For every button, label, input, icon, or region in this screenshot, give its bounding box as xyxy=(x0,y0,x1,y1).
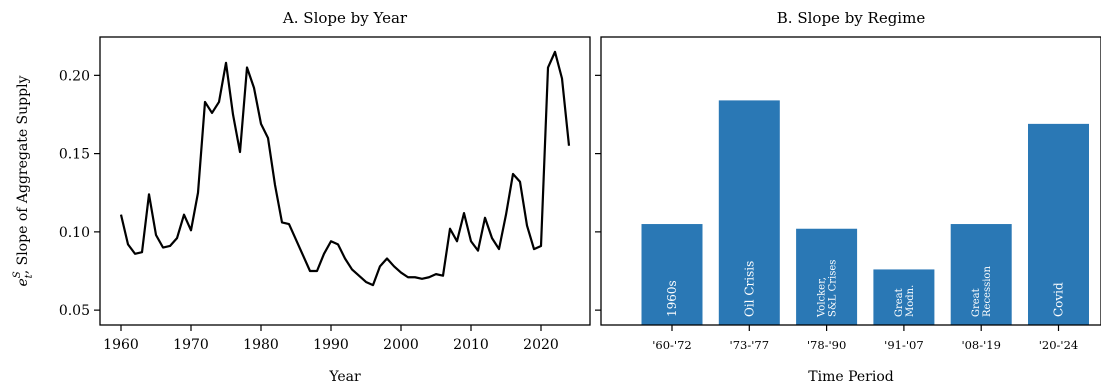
category-label: '91-'07 xyxy=(884,338,923,352)
bar-label: Covid xyxy=(1052,282,1066,317)
panel-b-y-ticks xyxy=(595,74,601,311)
bar-label: Volcker,S&L Crises xyxy=(817,260,839,318)
y-label-symbol: e xyxy=(15,278,31,286)
bar-label-line: Great xyxy=(971,288,982,317)
y-tick-label: 0.20 xyxy=(59,68,90,84)
panel-a-x-ticks: 1960 1970 1980 1990 2000 2010 2020 xyxy=(103,325,559,353)
panel-a: A. Slope by Year 0.050.100.150.20 1960 19… xyxy=(12,9,591,385)
x-tick-label: 1980 xyxy=(243,337,279,353)
y-label-text: , Slope of Aggregate Supply xyxy=(15,75,31,274)
category-label: '20-'24 xyxy=(1039,338,1078,352)
panel-a-frame xyxy=(99,36,591,326)
panel-b-frame xyxy=(600,36,1101,326)
bar xyxy=(1028,123,1089,325)
bar-label: GreatRecession xyxy=(971,266,993,317)
bar xyxy=(641,224,703,325)
x-tick-label: 2000 xyxy=(383,337,419,353)
category-label: '60-'72 xyxy=(652,338,691,352)
bar-label-line: Modn. xyxy=(905,285,916,317)
panel-b-x-axis-label: Time Period xyxy=(808,369,894,385)
x-tick-label: 1990 xyxy=(313,337,349,353)
y-label-superscript: S xyxy=(12,271,23,278)
x-tick-label: 2020 xyxy=(523,337,559,353)
series-line xyxy=(119,50,571,287)
panel-a-y-ticks: 0.05 0.10 0.15 0.20 xyxy=(59,68,100,319)
bar-label-line: 1960s xyxy=(665,280,679,317)
bar xyxy=(950,224,1012,325)
bar-label: 1960s xyxy=(665,280,679,317)
panel-b: B. Slope by Regime '60-'72 1960s '73-'77 Oi… xyxy=(595,9,1101,385)
x-tick-label: 1960 xyxy=(103,337,139,353)
panel-b-title: B. Slope by Regime xyxy=(777,9,926,27)
y-tick-label: 0.15 xyxy=(59,147,90,163)
bar-label: GreatModn. xyxy=(894,285,916,317)
bar-label-line: Oil Crisis xyxy=(742,261,756,317)
bar-label-line: Great xyxy=(894,288,905,317)
bar-label-line: Recession xyxy=(982,266,993,317)
category-label: '08-'19 xyxy=(961,338,1000,352)
bar xyxy=(873,269,935,325)
bar xyxy=(718,100,780,326)
bar-label-line: Volcker, xyxy=(817,277,828,318)
y-tick-label: 0.10 xyxy=(59,225,90,241)
y-tick-label: 0.05 xyxy=(59,303,90,319)
category-label: '78-'90 xyxy=(807,338,846,352)
category-label: '73-'77 xyxy=(730,338,769,352)
bar-label-line: Covid xyxy=(1052,282,1066,317)
bar xyxy=(796,228,858,325)
x-tick-label: 2010 xyxy=(453,337,489,353)
panel-a-title: A. Slope by Year xyxy=(282,9,408,27)
bar-label: Oil Crisis xyxy=(742,261,756,317)
panel-a-x-axis-label: Year xyxy=(328,369,361,385)
y-label-subscript: t xyxy=(24,273,35,278)
x-tick-label: 1970 xyxy=(173,337,209,353)
panel-a-y-axis-label: eSt, Slope of Aggregate Supply xyxy=(12,75,35,286)
panel-b-bars: '60-'72 1960s '73-'77 Oil Crisis '78-'90 Volc… xyxy=(641,100,1089,352)
bar-label-line: S&L Crises xyxy=(828,260,839,317)
